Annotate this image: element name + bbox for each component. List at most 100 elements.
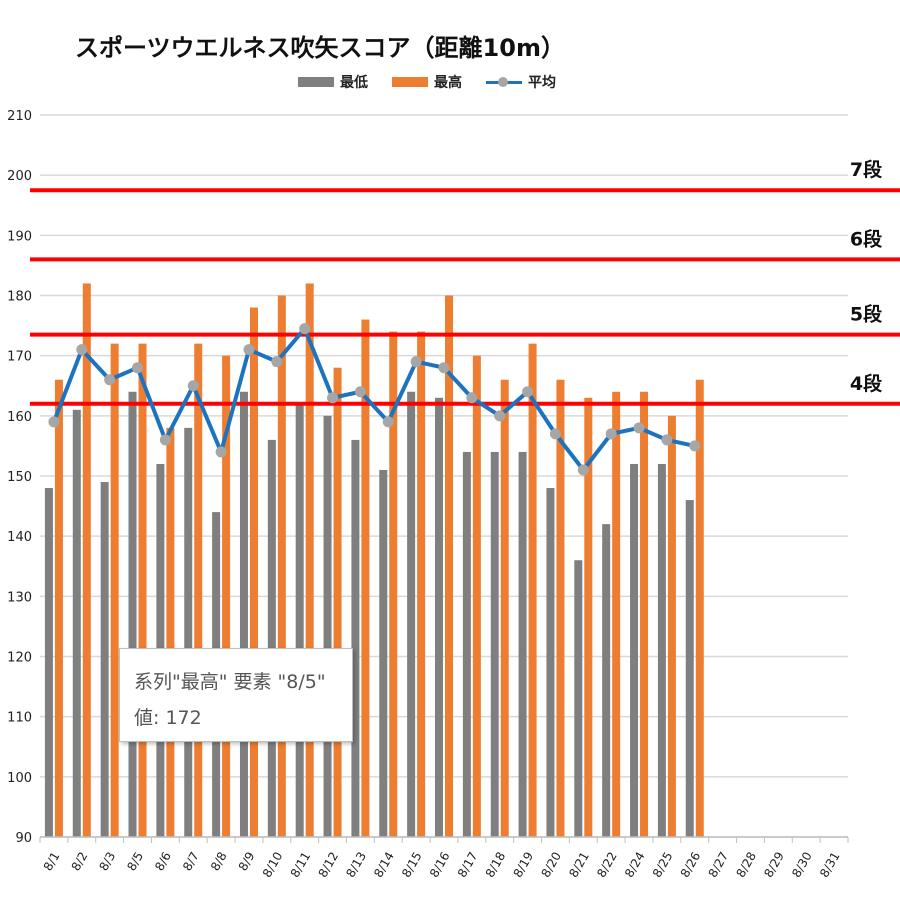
x-tick-label: 8/15: [399, 850, 425, 880]
y-tick-label: 190: [7, 229, 32, 244]
legend-swatch-min: [298, 77, 334, 87]
x-tick-label: 8/31: [817, 850, 843, 880]
y-tick-label: 120: [7, 651, 32, 666]
x-tick-label: 8/19: [511, 850, 537, 880]
y-tick-label: 210: [7, 109, 32, 124]
bar-min: [574, 560, 583, 837]
bar-min: [323, 415, 332, 837]
bar-min: [518, 451, 527, 837]
x-tick-label: 8/17: [455, 850, 481, 880]
avg-point: [438, 362, 450, 374]
x-tick-label: 8/13: [343, 850, 369, 880]
data-tooltip: 系列"最高" 要素 "8/5" 値: 172: [119, 648, 353, 742]
bar-min: [490, 451, 499, 837]
bar-max: [417, 331, 426, 837]
avg-point: [661, 434, 673, 446]
y-tick-label: 160: [7, 410, 32, 425]
x-tick-label: 8/22: [594, 850, 620, 880]
x-tick-label: 8/8: [208, 850, 230, 874]
legend-swatch-avg: [486, 77, 522, 87]
x-tick-label: 8/12: [316, 850, 342, 880]
tooltip-value-line: 値: 172: [134, 707, 202, 729]
bar-min: [267, 439, 276, 837]
x-tick-label: 8/14: [371, 850, 397, 880]
bar-min: [407, 391, 416, 837]
bar-min: [295, 403, 304, 837]
x-tick-label: 8/24: [622, 850, 648, 880]
avg-point: [299, 323, 311, 335]
bar-max: [138, 343, 147, 837]
reference-line-label: 5段: [850, 303, 883, 326]
bar-min: [184, 427, 193, 837]
reference-line-label: 4段: [850, 372, 883, 395]
bar-min: [602, 524, 611, 837]
x-tick-label: 8/16: [427, 850, 453, 880]
bar-max: [445, 295, 453, 837]
y-tick-label: 100: [7, 771, 32, 786]
avg-point: [187, 380, 199, 392]
bar-max: [667, 415, 676, 837]
legend-label-avg: 平均: [528, 75, 556, 91]
avg-point: [633, 422, 645, 434]
y-tick-label: 140: [7, 530, 32, 545]
bar-min: [379, 469, 388, 837]
bar-min: [351, 439, 360, 837]
x-tick-label: 8/30: [789, 850, 815, 880]
bar-max: [361, 319, 370, 838]
bar-max: [500, 379, 509, 837]
bar-max: [249, 307, 258, 837]
legend-item-avg[interactable]: 平均: [486, 72, 556, 92]
bar-min: [128, 391, 137, 837]
avg-point: [104, 374, 116, 386]
avg-point: [132, 362, 144, 374]
reference-line-label: 7段: [850, 158, 883, 181]
avg-point: [577, 464, 589, 476]
y-tick-label: 110: [7, 711, 32, 726]
bar-min: [72, 409, 81, 837]
bar-max: [584, 397, 593, 837]
avg-point: [689, 440, 701, 452]
avg-point: [243, 344, 255, 356]
legend-label-max: 最高: [434, 75, 462, 91]
avg-point: [48, 416, 60, 428]
y-tick-label: 170: [7, 350, 32, 365]
legend-item-min[interactable]: 最低: [298, 72, 368, 92]
avg-point: [549, 428, 561, 440]
bar-max: [166, 427, 175, 837]
avg-point: [382, 416, 394, 428]
bar-min: [546, 488, 555, 837]
bar-max: [640, 391, 649, 837]
bar-max: [222, 355, 231, 837]
x-tick-label: 8/6: [152, 850, 174, 874]
x-tick-label: 8/25: [650, 850, 676, 880]
bar-min: [435, 397, 443, 837]
legend-label-min: 最低: [340, 75, 368, 91]
x-tick-label: 8/10: [260, 850, 286, 880]
y-tick-label: 150: [7, 470, 32, 485]
bar-max: [277, 295, 286, 837]
legend-item-max[interactable]: 最高: [392, 72, 462, 92]
x-tick-label: 8/20: [538, 850, 564, 880]
x-tick-label: 8/7: [180, 850, 202, 874]
y-tick-label: 200: [7, 169, 32, 184]
y-tick-label: 90: [15, 831, 32, 846]
x-tick-label: 8/27: [706, 850, 732, 880]
x-tick-label: 8/1: [41, 850, 63, 874]
x-tick-label: 8/28: [733, 850, 759, 880]
bar-min: [100, 482, 109, 837]
avg-point: [76, 344, 88, 356]
avg-point: [466, 392, 478, 404]
bar-min: [630, 463, 639, 837]
x-tick-label: 8/9: [236, 850, 258, 874]
bar-min: [239, 391, 248, 837]
avg-point: [605, 428, 617, 440]
bar-min: [657, 463, 666, 837]
x-tick-label: 8/2: [69, 850, 91, 874]
x-tick-label: 8/3: [96, 850, 118, 874]
x-tick-label: 8/5: [124, 850, 146, 874]
bar-max: [194, 343, 203, 837]
bar-max: [612, 391, 621, 837]
legend: 最低 最高 平均: [298, 72, 556, 92]
y-tick-label: 180: [7, 290, 32, 305]
bar-min: [462, 451, 471, 837]
